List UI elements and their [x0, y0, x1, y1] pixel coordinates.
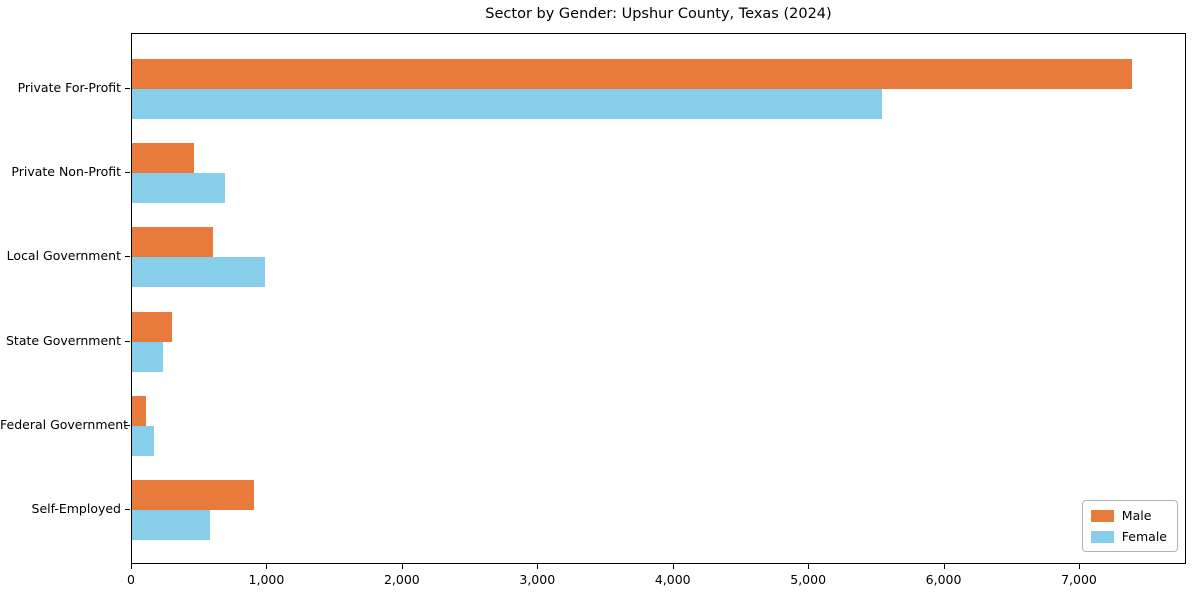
bar-female-self-employed — [132, 510, 210, 540]
legend-label-female: Female — [1121, 529, 1167, 544]
x-tick-5000 — [808, 564, 810, 569]
y-tick-label-private-non-profit: Private Non-Profit — [11, 164, 121, 179]
bar-female-state-government — [132, 342, 164, 372]
x-tick-3000 — [537, 564, 539, 569]
legend-label-male: Male — [1121, 508, 1152, 523]
y-tick-federal-government — [125, 425, 130, 426]
x-tick-label-4000: 4,000 — [654, 572, 691, 587]
bar-male-federal-government — [132, 396, 146, 426]
x-tick-0 — [131, 564, 132, 569]
y-tick-label-local-government: Local Government — [6, 248, 121, 263]
y-tick-label-federal-government: Federal Government — [0, 417, 129, 432]
y-tick-label-private-for-profit: Private For-Profit — [17, 80, 121, 95]
bar-male-state-government — [132, 312, 172, 342]
x-tick-label-5000: 5,000 — [790, 572, 827, 587]
bar-male-private-for-profit — [132, 59, 1133, 89]
y-tick-self-employed — [125, 509, 130, 510]
bar-male-private-non-profit — [132, 143, 195, 173]
legend-item-male: Male — [1090, 508, 1167, 523]
y-tick-private-non-profit — [125, 172, 130, 173]
bar-male-local-government — [132, 227, 214, 257]
x-tick-4000 — [672, 564, 674, 569]
plot-area: Male Female — [131, 33, 1186, 564]
bar-male-self-employed — [132, 480, 254, 510]
legend-swatch-male — [1090, 509, 1114, 522]
bar-female-private-for-profit — [132, 89, 883, 119]
x-tick-1000 — [266, 564, 268, 569]
x-tick-2000 — [401, 564, 403, 569]
legend-swatch-female — [1090, 530, 1114, 543]
x-tick-label-6000: 6,000 — [925, 572, 962, 587]
x-tick-6000 — [943, 564, 945, 569]
bar-female-local-government — [132, 257, 266, 287]
bar-female-federal-government — [132, 426, 155, 456]
legend-item-female: Female — [1090, 529, 1167, 544]
x-tick-label-7000: 7,000 — [1061, 572, 1097, 587]
y-tick-label-self-employed: Self-Employed — [31, 501, 121, 516]
legend: Male Female — [1081, 500, 1178, 552]
bar-female-private-non-profit — [132, 173, 226, 203]
y-tick-state-government — [125, 341, 130, 342]
y-tick-private-for-profit — [125, 88, 130, 89]
x-tick-label-2000: 2,000 — [383, 572, 420, 587]
x-tick-label-3000: 3,000 — [519, 572, 556, 587]
chart-title: Sector by Gender: Upshur County, Texas (… — [485, 6, 832, 22]
x-tick-7000 — [1079, 564, 1080, 569]
y-tick-local-government — [125, 256, 130, 257]
y-tick-label-state-government: State Government — [5, 333, 121, 348]
x-tick-label-0: 0 — [127, 572, 135, 587]
x-tick-label-1000: 1,000 — [248, 572, 285, 587]
